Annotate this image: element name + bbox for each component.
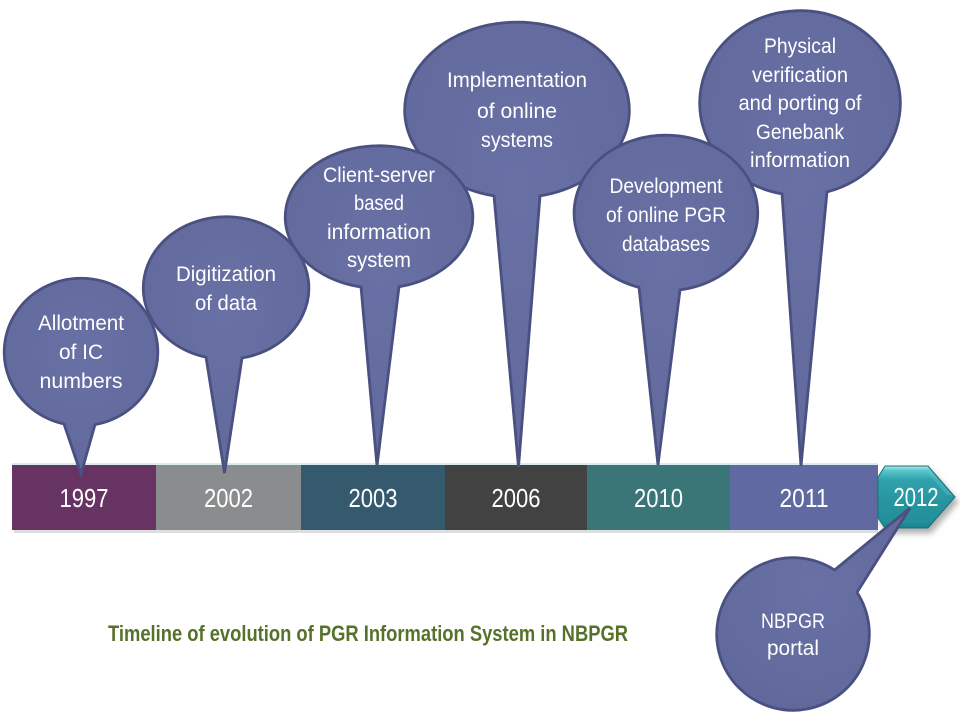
svg-text:Genebank: Genebank	[756, 120, 844, 144]
svg-text:Client-server: Client-server	[323, 163, 435, 187]
svg-text:Timeline of evolution of PGR I: Timeline of evolution of PGR Information…	[108, 621, 628, 646]
svg-text:Implementation: Implementation	[447, 68, 587, 92]
svg-text:Physical: Physical	[764, 34, 836, 58]
svg-text:Development: Development	[610, 174, 723, 198]
svg-text:2006: 2006	[492, 483, 541, 513]
svg-text:2003: 2003	[349, 483, 398, 513]
svg-text:2011: 2011	[780, 483, 829, 513]
svg-text:of IC: of IC	[59, 340, 103, 364]
svg-text:systems: systems	[481, 128, 553, 152]
svg-text:information: information	[327, 220, 431, 244]
svg-text:2002: 2002	[204, 483, 253, 513]
svg-text:2012: 2012	[894, 482, 939, 512]
svg-text:information: information	[750, 148, 850, 172]
svg-text:Digitization: Digitization	[176, 262, 276, 286]
svg-text:portal: portal	[767, 636, 819, 660]
svg-text:Allotment: Allotment	[38, 311, 124, 335]
svg-text:of online PGR: of online PGR	[606, 203, 726, 227]
svg-text:1997: 1997	[60, 483, 109, 513]
svg-text:based: based	[354, 191, 404, 215]
svg-text:and porting of: and porting of	[739, 91, 862, 115]
svg-text:2010: 2010	[634, 483, 683, 513]
svg-text:of data: of data	[195, 291, 257, 315]
svg-text:system: system	[347, 248, 411, 272]
svg-text:of online: of online	[477, 99, 557, 123]
svg-text:NBPGR: NBPGR	[761, 609, 825, 633]
svg-text:verification: verification	[752, 63, 848, 87]
svg-text:numbers: numbers	[40, 369, 123, 393]
svg-text:databases: databases	[622, 232, 710, 256]
